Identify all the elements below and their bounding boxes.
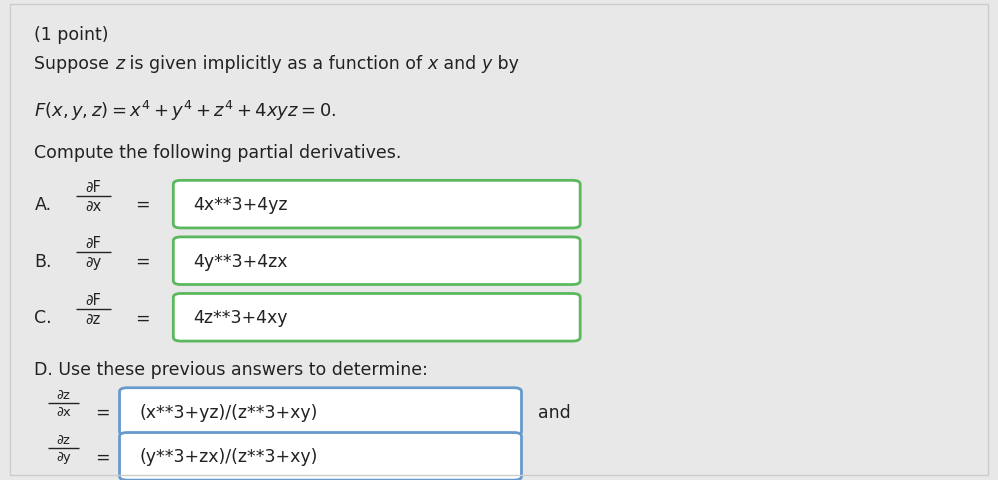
Text: 4z**3+4xy: 4z**3+4xy (193, 309, 287, 326)
Text: ∂y: ∂y (57, 450, 71, 463)
Text: ∂z: ∂z (57, 433, 71, 446)
Text: (x**3+yz)/(z**3+xy): (x**3+yz)/(z**3+xy) (139, 403, 317, 420)
Text: ∂z: ∂z (57, 388, 71, 401)
FancyBboxPatch shape (120, 388, 522, 435)
Text: y: y (482, 55, 492, 72)
Text: and: and (438, 55, 482, 72)
Text: ∂x: ∂x (57, 405, 71, 418)
Text: ∂z: ∂z (86, 311, 101, 326)
Text: =: = (135, 309, 150, 326)
Text: $F(x, y, z) = x^4 + y^4 + z^4 + 4xyz = 0.$: $F(x, y, z) = x^4 + y^4 + z^4 + 4xyz = 0… (34, 98, 336, 123)
Text: =: = (96, 447, 110, 466)
Text: (1 point): (1 point) (34, 26, 109, 44)
Text: =: = (135, 252, 150, 270)
FancyBboxPatch shape (120, 432, 522, 480)
Text: ∂F: ∂F (85, 292, 101, 307)
Text: =: = (96, 403, 110, 420)
Text: A.: A. (34, 196, 52, 214)
FancyBboxPatch shape (174, 181, 580, 228)
Text: by: by (492, 55, 519, 72)
FancyBboxPatch shape (174, 294, 580, 341)
Text: x: x (428, 55, 438, 72)
Text: (y**3+zx)/(z**3+xy): (y**3+zx)/(z**3+xy) (139, 447, 317, 466)
FancyBboxPatch shape (174, 238, 580, 285)
Text: Compute the following partial derivatives.: Compute the following partial derivative… (34, 144, 402, 162)
Text: ∂F: ∂F (85, 180, 101, 194)
Text: and: and (538, 403, 571, 420)
Text: =: = (135, 196, 150, 214)
Text: B.: B. (34, 252, 52, 270)
Text: ∂y: ∂y (85, 254, 101, 270)
Text: 4x**3+4yz: 4x**3+4yz (193, 196, 287, 214)
Text: C.: C. (34, 309, 52, 326)
Text: ∂x: ∂x (85, 198, 101, 213)
Text: ∂F: ∂F (85, 236, 101, 251)
Text: D. Use these previous answers to determine:: D. Use these previous answers to determi… (34, 360, 428, 378)
Text: z: z (115, 55, 124, 72)
Text: Suppose: Suppose (34, 55, 115, 72)
Text: is given implicitly as a function of: is given implicitly as a function of (124, 55, 428, 72)
Text: 4y**3+4zx: 4y**3+4zx (193, 252, 287, 270)
